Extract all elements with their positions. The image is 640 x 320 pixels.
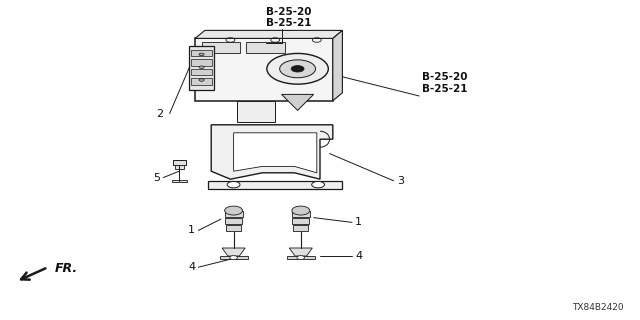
Bar — [195, 38, 333, 101]
Bar — [172, 180, 187, 182]
Circle shape — [267, 53, 328, 84]
Bar — [287, 256, 315, 259]
Text: 3: 3 — [397, 176, 404, 186]
Circle shape — [225, 206, 243, 215]
Polygon shape — [195, 30, 342, 38]
Text: B-25-20
B-25-21: B-25-20 B-25-21 — [422, 72, 468, 94]
Polygon shape — [234, 133, 317, 173]
Bar — [208, 181, 342, 189]
Circle shape — [291, 66, 304, 72]
Bar — [292, 218, 309, 224]
Bar — [220, 256, 248, 259]
Text: 1: 1 — [188, 225, 195, 236]
Text: 1: 1 — [355, 217, 362, 228]
Bar — [189, 46, 214, 90]
Circle shape — [292, 206, 310, 215]
Text: 4: 4 — [188, 262, 195, 272]
Circle shape — [199, 53, 204, 56]
Bar — [191, 78, 212, 85]
Text: 2: 2 — [156, 108, 163, 119]
Bar — [237, 101, 275, 122]
Bar — [246, 42, 285, 53]
Bar — [191, 69, 212, 75]
Bar — [175, 165, 184, 169]
Bar — [173, 160, 186, 165]
Polygon shape — [289, 248, 312, 256]
Text: TX84B2420: TX84B2420 — [572, 303, 624, 312]
Polygon shape — [211, 125, 333, 179]
Bar — [191, 59, 212, 66]
Circle shape — [230, 256, 237, 260]
Bar — [225, 211, 243, 217]
Polygon shape — [282, 94, 314, 110]
Bar — [225, 218, 242, 224]
Text: 5: 5 — [153, 172, 160, 183]
Bar — [292, 211, 310, 217]
Polygon shape — [222, 248, 245, 256]
Circle shape — [312, 181, 324, 188]
Circle shape — [280, 60, 316, 78]
Bar — [191, 50, 212, 56]
Text: FR.: FR. — [54, 262, 77, 275]
Text: B-25-20
B-25-21: B-25-20 B-25-21 — [266, 7, 311, 28]
Polygon shape — [333, 30, 342, 101]
Text: 4: 4 — [355, 251, 362, 261]
Bar — [226, 225, 241, 231]
Circle shape — [199, 79, 204, 81]
Circle shape — [297, 256, 305, 260]
Bar — [202, 42, 240, 53]
Circle shape — [227, 181, 240, 188]
Circle shape — [199, 66, 204, 68]
Bar — [293, 225, 308, 231]
